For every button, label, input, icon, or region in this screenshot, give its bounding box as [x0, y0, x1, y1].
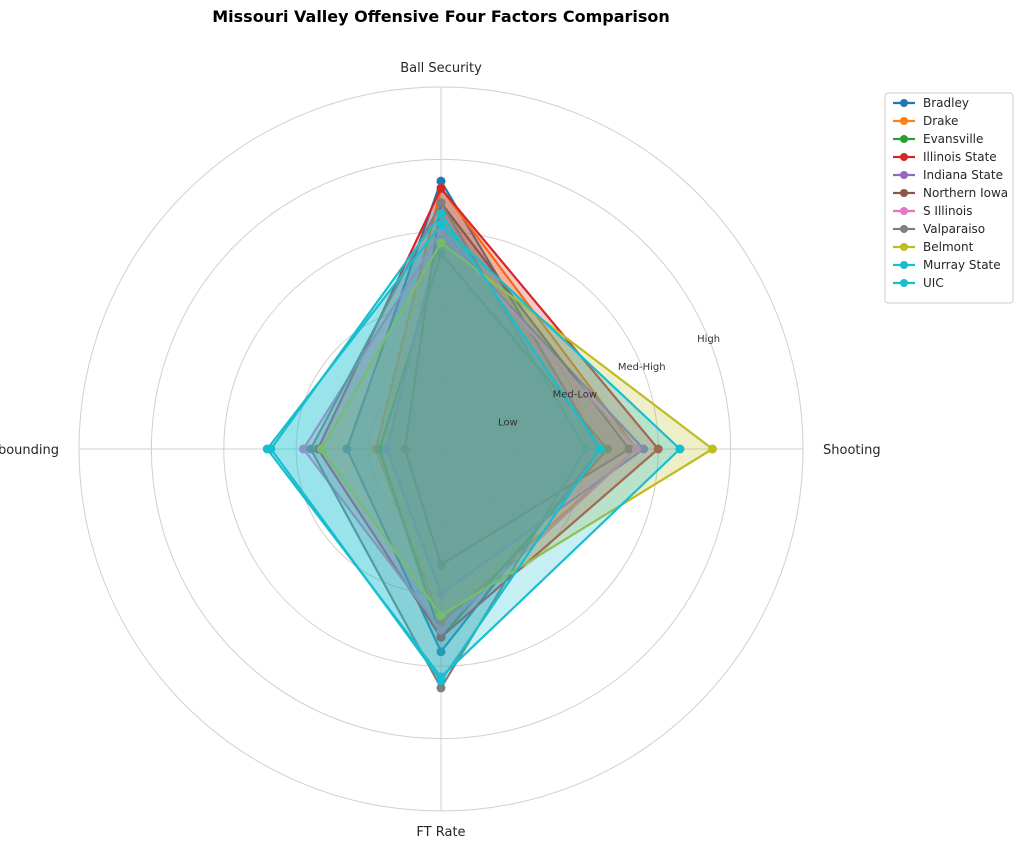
- data-point: [436, 611, 446, 621]
- data-point: [298, 444, 308, 454]
- legend-marker: [900, 117, 908, 125]
- data-point: [436, 249, 446, 259]
- legend-label: Northern Iowa: [923, 186, 1008, 200]
- series-fill: [346, 181, 601, 652]
- legend-label: Indiana State: [923, 168, 1003, 182]
- data-point: [624, 444, 634, 454]
- data-point: [306, 444, 316, 454]
- data-point: [436, 647, 446, 657]
- data-point: [374, 444, 384, 454]
- series-fill: [267, 224, 680, 678]
- series-fill: [321, 242, 713, 616]
- data-point: [581, 444, 591, 454]
- axis-label: FT Rate: [416, 825, 465, 840]
- data-point: [436, 632, 446, 642]
- legend-marker: [900, 207, 908, 215]
- data-point: [675, 444, 685, 454]
- axis-label: Shooting: [823, 443, 881, 458]
- data-point: [436, 209, 446, 219]
- ring-label: Med-Low: [553, 390, 597, 401]
- series-fill: [375, 188, 637, 623]
- data-point: [382, 444, 392, 454]
- data-point: [436, 238, 446, 248]
- legend-marker: [900, 99, 908, 107]
- legend-marker: [900, 225, 908, 233]
- data-point: [317, 444, 327, 454]
- data-point: [436, 683, 446, 693]
- ring-label: Med-High: [618, 362, 666, 373]
- data-point: [631, 444, 641, 454]
- axis-label: Off Rebounding: [0, 443, 59, 458]
- legend-marker: [900, 135, 908, 143]
- series-fill: [270, 213, 601, 681]
- series-fill: [303, 231, 637, 631]
- legend-marker: [900, 261, 908, 269]
- data-point: [342, 444, 352, 454]
- legend-label: Murray State: [923, 258, 1001, 272]
- data-point: [436, 560, 446, 570]
- data-point: [436, 176, 446, 186]
- ring-label: High: [697, 334, 720, 345]
- series-layer: [262, 176, 717, 693]
- data-point: [400, 444, 410, 454]
- series-fill: [317, 188, 659, 638]
- axis-labels: Low Med-Low Med-High High Shooting Ball Secur…: [0, 61, 881, 840]
- series-fill: [404, 202, 630, 565]
- legend-marker: [900, 243, 908, 251]
- data-point: [436, 618, 446, 628]
- legend-label: Illinois State: [923, 150, 997, 164]
- legend-marker: [900, 189, 908, 197]
- data-point: [436, 227, 446, 237]
- data-point: [603, 444, 613, 454]
- legend-marker: [900, 153, 908, 161]
- data-point: [595, 444, 605, 454]
- legend-marker: [900, 279, 908, 287]
- data-point: [436, 589, 446, 599]
- legend-label: Valparaiso: [923, 222, 985, 236]
- chart-title: Missouri Valley Offensive Four Factors C…: [212, 7, 670, 26]
- data-point: [708, 444, 717, 454]
- data-point: [436, 625, 446, 635]
- legend-label: UIC: [923, 276, 944, 290]
- legend-label: S Illinois: [923, 204, 973, 218]
- data-point: [262, 444, 272, 454]
- series-fill: [386, 231, 644, 594]
- data-point: [436, 183, 446, 193]
- series-fill: [310, 202, 586, 688]
- data-point: [639, 444, 649, 454]
- legend-marker: [900, 171, 908, 179]
- legend-box: [884, 92, 1014, 304]
- data-point: [653, 444, 663, 454]
- data-point: [436, 672, 446, 682]
- axis-label: Ball Security: [400, 61, 482, 76]
- legend: Bradley Drake Evansville Illinois State Indi…: [884, 92, 1014, 304]
- legend-label: Belmont: [923, 240, 974, 254]
- data-point: [436, 198, 446, 208]
- series-fill: [379, 253, 608, 638]
- legend-label: Evansville: [923, 132, 983, 146]
- ring-label: Low: [498, 417, 518, 428]
- legend-label: Bradley: [923, 96, 969, 110]
- data-point: [436, 220, 446, 230]
- legend-label: Drake: [923, 114, 958, 128]
